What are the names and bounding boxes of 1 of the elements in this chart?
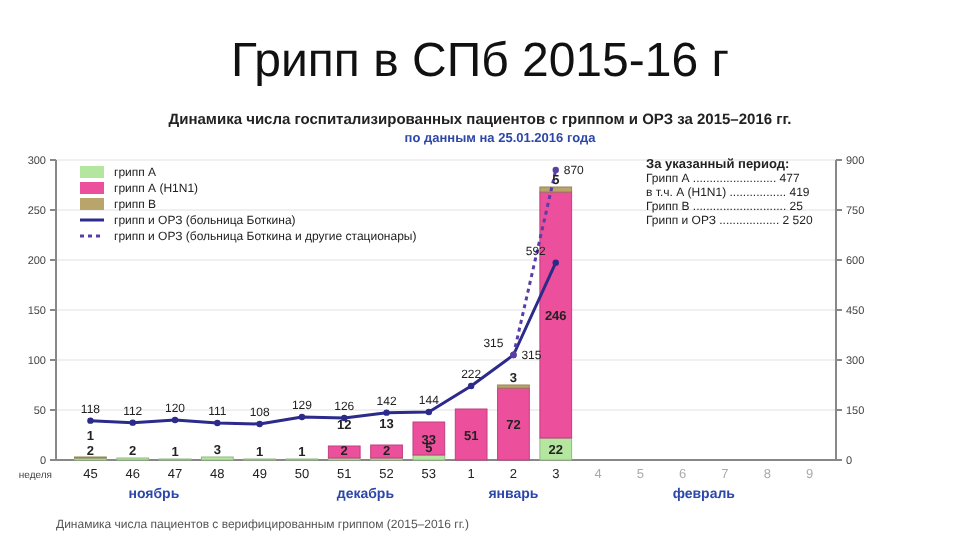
chart-title: Грипп в СПб 2015-16 г [231,34,730,88]
